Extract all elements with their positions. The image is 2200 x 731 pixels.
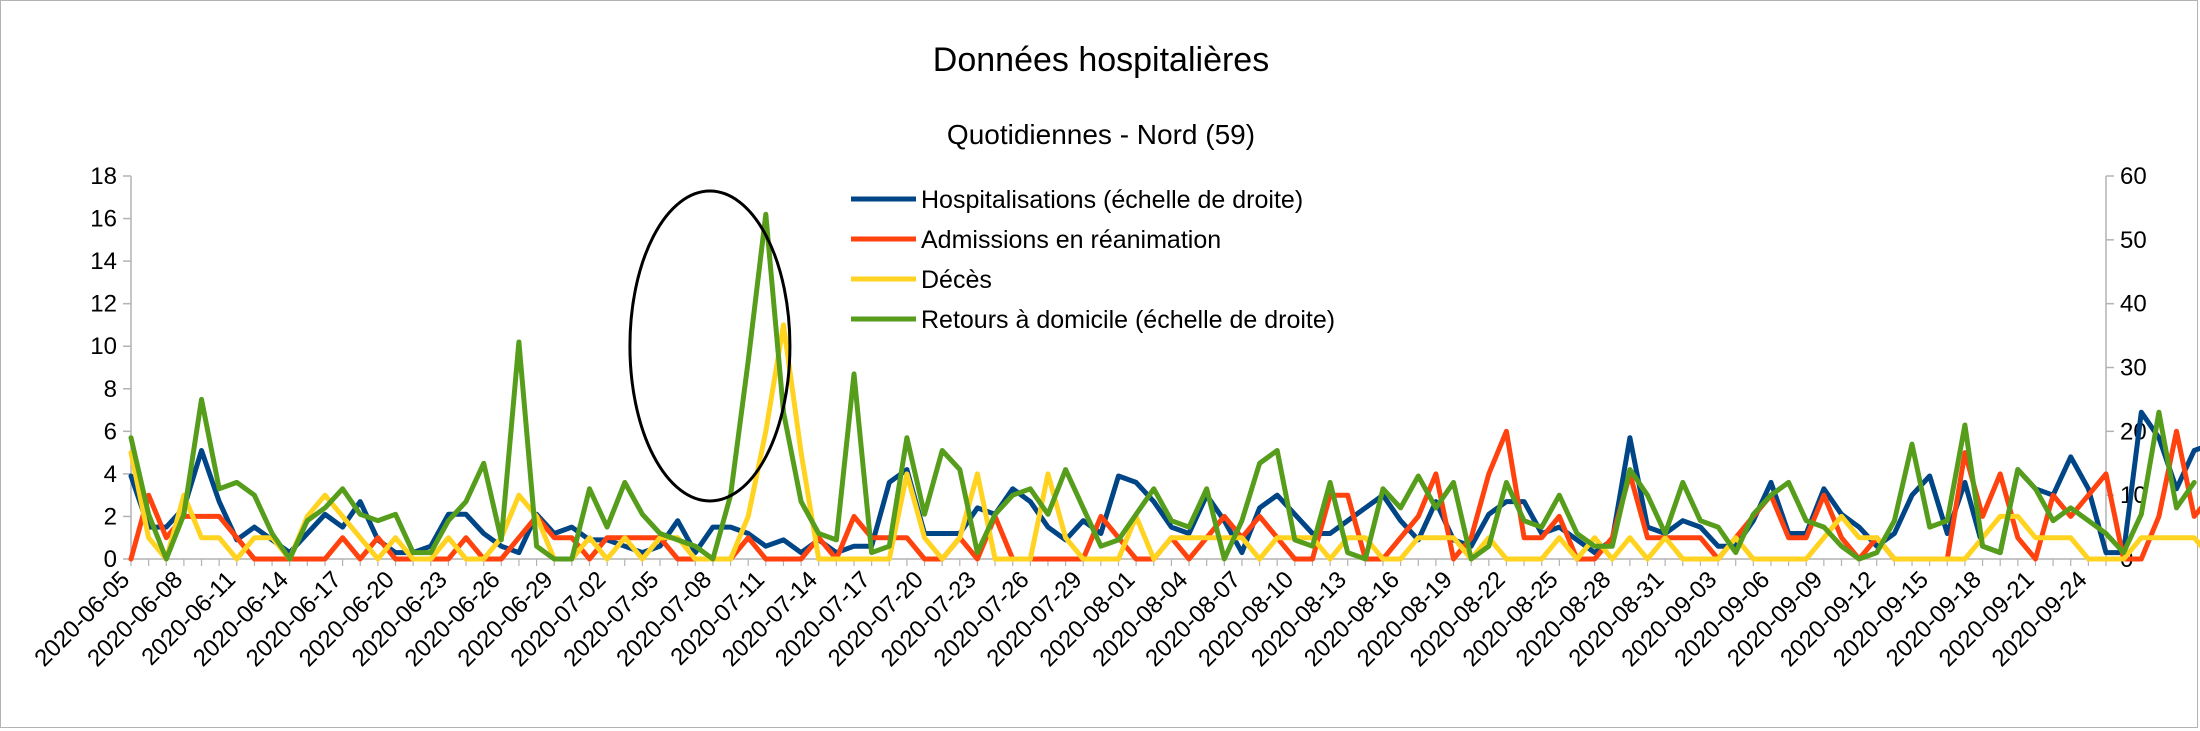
series-line-3	[128, 211, 2197, 562]
y-left-tick-label: 4	[104, 461, 117, 488]
y-right-tick-label: 50	[2120, 227, 2147, 254]
y-left-tick-label: 16	[90, 206, 117, 233]
chart-title: Données hospitalières	[933, 41, 1269, 79]
y-left-tick-label: 2	[104, 503, 117, 530]
series-layer	[128, 211, 2200, 562]
series-line-2	[128, 322, 2200, 562]
y-right-tick-label: 20	[2120, 418, 2147, 445]
annotation-layer	[628, 189, 792, 503]
y-right-tick-label: 40	[2120, 291, 2147, 318]
legend-label: Admissions en réanimation	[921, 226, 1221, 254]
legend-label: Retours à domicile (échelle de droite)	[921, 306, 1335, 334]
legend: Hospitalisations (échelle de droite) Admi…	[851, 186, 1335, 334]
y-left-tick-label: 6	[104, 418, 117, 445]
y-right-tick-label: 60	[2120, 163, 2147, 190]
y-left-tick-label: 0	[104, 546, 117, 573]
y-left-tick-label: 18	[90, 163, 117, 190]
y-left-tick-label: 12	[90, 291, 117, 318]
highlight-ellipse	[628, 189, 792, 503]
legend-label: Hospitalisations (échelle de droite)	[921, 186, 1303, 214]
y-left-tick-label: 8	[104, 376, 117, 403]
legend-label: Décès	[921, 266, 992, 294]
y-left-tick-label: 14	[90, 248, 117, 275]
y-right-tick-label: 30	[2120, 355, 2147, 382]
y-left-tick-label: 10	[90, 333, 117, 360]
series-line-1	[128, 428, 2200, 562]
chart-subtitle: Quotidiennes - Nord (59)	[947, 119, 1255, 150]
